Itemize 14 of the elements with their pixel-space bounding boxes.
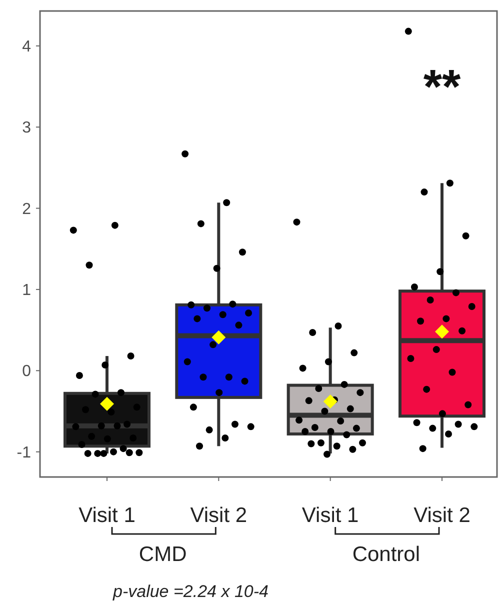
- y-tick-label: 0: [22, 363, 32, 380]
- y-tick-label: 4: [22, 38, 32, 56]
- x-tick-label: Visit 2: [414, 504, 470, 527]
- y-tick-label: 1: [22, 282, 32, 300]
- y-tick-label: -1: [16, 444, 32, 462]
- x-tick-label: Visit 1: [302, 504, 359, 527]
- x-tick-label: Visit 2: [190, 504, 248, 527]
- x-tick-label: Visit 1: [78, 504, 136, 527]
- text: p-value =2.24 x 10-4: [112, 582, 268, 601]
- annotation: **: [423, 61, 461, 114]
- text: Control: [352, 543, 420, 566]
- y-tick-label: 2: [22, 200, 32, 218]
- text: CMD: [138, 543, 187, 566]
- y-tick-label: 3: [22, 120, 32, 137]
